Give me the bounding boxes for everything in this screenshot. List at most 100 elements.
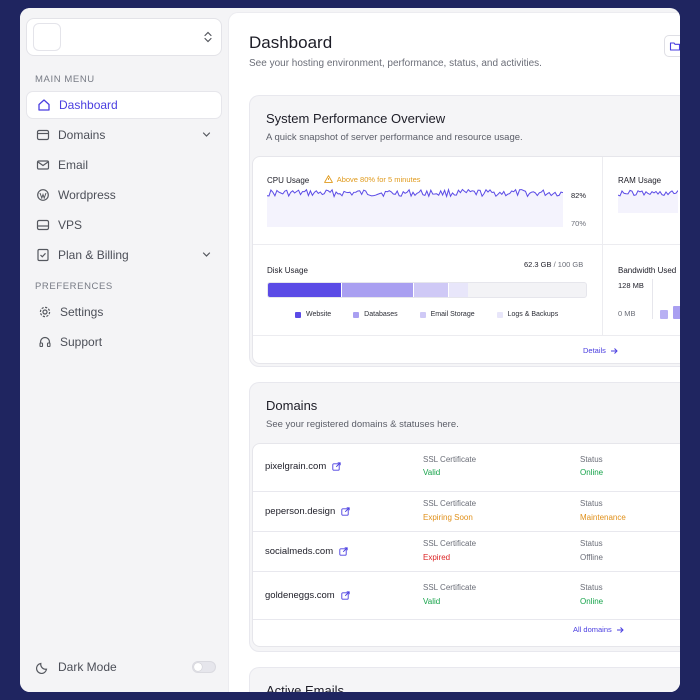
wordpress-icon (36, 188, 50, 202)
performance-card: System Performance Overview A quick snap… (249, 95, 680, 367)
legend-swatch (353, 311, 360, 318)
legend-item: Website (295, 311, 331, 318)
domain-name[interactable]: goldeneggs.com (265, 590, 350, 601)
domains-table: pixelgrain.com SSL Certificate Valid Sta… (252, 443, 680, 647)
toggle-knob (194, 663, 202, 671)
bandwidth-label: Bandwidth Used (618, 266, 677, 275)
sidebar-item-email[interactable]: Email (26, 151, 222, 179)
status-label: Status (580, 583, 603, 592)
table-row[interactable]: goldeneggs.com SSL Certificate Valid Sta… (253, 572, 680, 620)
sidebar-item-label: Plan & Billing (58, 248, 129, 262)
dark-mode-label: Dark Mode (58, 660, 117, 674)
dark-mode-row: Dark Mode (26, 656, 216, 678)
details-link[interactable]: Details (583, 346, 618, 355)
legend-swatch (295, 311, 301, 318)
ssl-label: SSL Certificate (423, 455, 477, 464)
domain-name-text: socialmeds.com (265, 546, 334, 557)
domain-name[interactable]: peperson.design (265, 506, 350, 517)
all-domains-link[interactable]: All domains (573, 625, 624, 634)
chevron-down-icon (202, 252, 211, 257)
legend-label: Databases (364, 311, 398, 318)
external-link-icon (332, 462, 341, 471)
folder-icon (669, 42, 680, 51)
sidebar-item-dashboard[interactable]: Dashboard (26, 91, 222, 119)
table-row[interactable]: pixelgrain.com SSL Certificate Valid Sta… (253, 444, 680, 492)
disk-used: 62.3 GB (524, 260, 552, 269)
row-divider (253, 531, 680, 532)
disk-segment (447, 283, 469, 297)
legend-label: Website (306, 311, 332, 318)
bandwidth-max-label: 128 MB (618, 281, 644, 290)
external-link-icon (341, 507, 350, 516)
preferences-label: PREFERENCES (35, 281, 113, 292)
chevron-down-icon (202, 132, 211, 137)
sidebar-item-support[interactable]: Support (26, 328, 222, 356)
disk-segment (268, 283, 342, 297)
row-divider (253, 619, 680, 620)
sparkline-line (618, 189, 678, 197)
workspace-avatar (33, 23, 61, 51)
disk-legend: Website Databases Email Storage Logs & Back… (295, 311, 580, 318)
disk-separator: / (551, 260, 558, 269)
sidebar-item-domains[interactable]: Domains (26, 121, 222, 149)
domains-card: Domains See your registered domains & st… (249, 382, 680, 652)
gear-icon (38, 305, 52, 319)
legend-item: Logs & Backups (496, 311, 558, 318)
domain-name-text: pixelgrain.com (265, 461, 327, 472)
ssl-label: SSL Certificate (423, 539, 477, 548)
ssl-value: Expiring Soon (423, 513, 473, 522)
arrow-right-icon (610, 347, 618, 354)
performance-title: System Performance Overview (266, 111, 446, 126)
server-icon (36, 218, 50, 232)
sidebar-item-settings[interactable]: Settings (26, 298, 222, 326)
domains-subtitle: See your registered domains & statuses h… (266, 419, 459, 430)
ram-header: RAM Usage (618, 170, 661, 188)
ram-sparkline (618, 189, 678, 213)
disk-total: 100 GB (557, 260, 584, 269)
disk-usage-bar (267, 282, 587, 298)
cpu-max-label: 82% (571, 191, 587, 200)
bandwidth-min-label: 0 MB (618, 309, 636, 318)
workspace-switcher[interactable] (26, 18, 222, 56)
bandwidth-axis (652, 279, 653, 319)
dark-mode-toggle[interactable] (192, 661, 216, 673)
external-link-icon (339, 547, 348, 556)
disk-segment (412, 283, 448, 297)
disk-header: Disk Usage (267, 260, 308, 278)
ssl-value: Valid (423, 468, 441, 477)
folder-button[interactable] (664, 35, 680, 57)
cpu-sparkline (267, 187, 563, 227)
status-value: Offline (580, 553, 603, 562)
disk-label: Disk Usage (267, 266, 308, 275)
cpu-warning: Above 80% for 5 minutes (323, 174, 421, 184)
sidebar-item-plan-billing[interactable]: Plan & Billing (26, 241, 222, 269)
table-row[interactable]: socialmeds.com SSL Certificate Expired S… (253, 532, 680, 572)
domain-name[interactable]: socialmeds.com (265, 546, 348, 557)
cpu-min-label: 70% (571, 219, 587, 228)
bandwidth-bar (673, 306, 680, 319)
table-row[interactable]: peperson.design SSL Certificate Expiring… (253, 492, 680, 532)
sidebar-item-vps[interactable]: VPS (26, 211, 222, 239)
legend-swatch (496, 311, 503, 318)
status-label: Status (580, 455, 603, 464)
domains-title: Domains (266, 398, 318, 413)
arrow-right-icon (616, 626, 624, 633)
ssl-value: Valid (423, 597, 441, 606)
sidebar-item-wordpress[interactable]: Wordpress (26, 181, 222, 209)
legend-swatch (419, 311, 426, 318)
sidebar-item-label: VPS (58, 218, 83, 232)
performance-subtitle: A quick snapshot of server performance a… (266, 132, 523, 143)
domain-name-text: goldeneggs.com (265, 590, 335, 601)
status-value: Online (580, 597, 604, 606)
app-window: MAIN MENU Dashboard Domains Email Wordpr… (20, 8, 680, 692)
legend-item: Email Storage (419, 311, 475, 318)
legend-item: Databases (353, 311, 398, 318)
sparkline-area (618, 190, 678, 213)
performance-panel: CPU Usage Above 80% for 5 minutes 82% 70… (252, 156, 680, 364)
bandwidth-header: Bandwidth Used (618, 260, 676, 278)
domain-name[interactable]: pixelgrain.com (265, 461, 341, 472)
cpu-warning-text: Above 80% for 5 minutes (336, 174, 421, 184)
domain-name-text: peperson.design (265, 506, 336, 517)
status-label: Status (580, 539, 603, 548)
active-emails-title: Active Emails (266, 683, 345, 692)
